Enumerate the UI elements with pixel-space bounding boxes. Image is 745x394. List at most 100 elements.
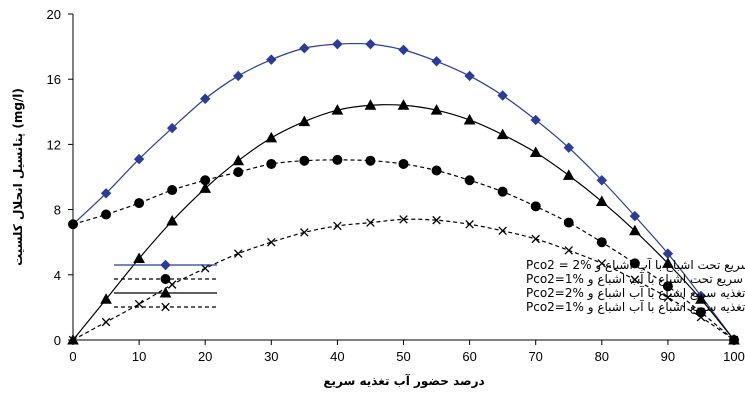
data-point	[430, 104, 443, 115]
data-point	[365, 38, 376, 50]
data-point-stroke	[465, 220, 474, 229]
data-point-stroke	[200, 264, 210, 273]
data-point	[431, 56, 442, 67]
x-tick-label: 40	[330, 349, 344, 364]
legend-item: اختلاط تغذیه سریع اشباع با آب اشباع و Pc…	[114, 285, 745, 301]
x-tick-label: 100	[723, 349, 745, 364]
data-point	[68, 219, 78, 230]
data-point-stroke	[663, 293, 673, 302]
data-point	[299, 155, 310, 166]
data-point	[332, 154, 343, 165]
data-point	[233, 249, 243, 258]
data-point-stroke	[233, 249, 243, 258]
data-point-stroke	[101, 317, 111, 327]
data-point	[364, 99, 377, 110]
data-point	[529, 146, 542, 158]
data-point	[167, 280, 177, 289]
data-point	[232, 154, 245, 166]
data-point	[563, 217, 574, 228]
data-point	[166, 122, 178, 134]
data-point	[629, 224, 641, 236]
data-point	[101, 317, 111, 327]
data-point	[596, 237, 607, 248]
data-point	[464, 70, 475, 82]
data-point	[68, 335, 78, 345]
data-point-stroke	[564, 246, 574, 255]
data-point	[496, 128, 509, 140]
data-point-stroke	[696, 312, 706, 322]
legend-item: اختلاط تغذیه سریع تحت اشباع با آب اشباع …	[114, 271, 745, 287]
data-point	[596, 175, 608, 186]
data-point	[597, 259, 607, 268]
data-point	[563, 142, 574, 153]
data-point-stroke	[432, 215, 441, 225]
data-point-stroke	[366, 218, 375, 227]
data-point	[333, 221, 342, 231]
legend-item: اختلاط تغذیه سریع تحت اشباع با آب اشباع …	[114, 257, 745, 273]
x-tick-label: 30	[264, 349, 278, 364]
data-point-stroke	[267, 237, 276, 247]
legend-label: اختلاط تغذیه سریع اشباع با آب اشباع و Pc…	[526, 285, 745, 301]
data-point	[265, 131, 278, 143]
x-tick-label: 80	[595, 349, 609, 364]
data-point	[161, 302, 170, 312]
data-point	[397, 99, 410, 110]
x-tick-label: 0	[69, 349, 76, 364]
data-point	[167, 185, 178, 196]
data-point	[399, 215, 408, 224]
data-point-stroke	[300, 228, 309, 237]
data-point	[133, 252, 145, 263]
data-point	[531, 234, 540, 244]
data-point	[595, 195, 608, 206]
y-tick-label: 4	[54, 268, 61, 283]
data-point	[133, 153, 145, 165]
data-point	[497, 186, 508, 197]
data-point	[629, 258, 640, 269]
data-point	[100, 293, 112, 304]
data-point	[160, 259, 171, 271]
data-point	[662, 257, 674, 268]
data-point	[662, 281, 673, 292]
legend-label: اختلاط تغذیه سریع تحت اشباع با آب اشباع …	[526, 271, 745, 287]
data-point	[233, 167, 244, 178]
legend-item: اختلاط تغذیه سریع اشباع با آب اشباع و Pc…	[114, 299, 745, 315]
data-point	[160, 274, 171, 284]
data-point	[200, 264, 210, 273]
data-point	[101, 209, 112, 220]
data-point-stroke	[333, 221, 342, 231]
data-point	[166, 214, 178, 226]
data-point	[159, 286, 172, 298]
data-point-stroke	[597, 259, 607, 268]
axes: 0 10 20 30 40 50 60 70 80 90 100 0 4 8 12 16 20	[47, 7, 745, 364]
data-point	[562, 169, 575, 180]
data-point	[696, 312, 706, 322]
data-point	[530, 114, 541, 126]
data-point	[564, 246, 574, 255]
y-tick-label: 0	[54, 333, 61, 348]
data-point	[199, 93, 211, 104]
data-point	[729, 335, 739, 345]
x-tick-label: 20	[198, 349, 212, 364]
data-point-stroke	[729, 335, 739, 345]
data-point	[695, 293, 707, 304]
data-point	[266, 54, 277, 65]
y-tick-label: 8	[54, 203, 61, 218]
legend: اختلاط تغذیه سریع تحت اشباع با آب اشباع …	[114, 257, 745, 315]
data-point-stroke	[68, 335, 78, 345]
data-point-stroke	[630, 275, 640, 284]
y-axis-title: پتانسیل انحلال کلسیت (mg/l)	[11, 88, 25, 266]
data-point	[398, 44, 409, 56]
data-point	[267, 237, 276, 247]
data-point	[629, 210, 641, 222]
data-point-stroke	[498, 226, 507, 236]
series-4	[68, 215, 739, 345]
data-point	[530, 201, 541, 212]
series-layer	[67, 38, 740, 346]
data-point	[233, 70, 244, 82]
y-tick-label: 16	[47, 72, 61, 87]
x-tick-label: 10	[132, 349, 146, 364]
data-point-stroke	[399, 215, 408, 224]
data-point	[300, 228, 309, 237]
data-point	[398, 158, 409, 169]
series-line	[72, 159, 735, 341]
